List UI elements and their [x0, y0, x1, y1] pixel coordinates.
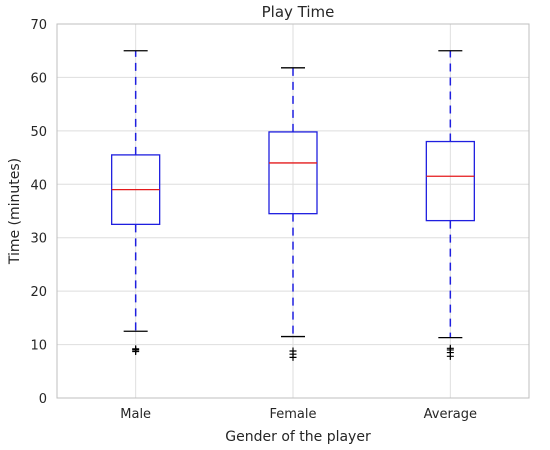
grid-lines [57, 23, 529, 399]
chart-title: Play Time [262, 3, 335, 21]
x-tick-label: Male [120, 407, 151, 422]
box-female [268, 67, 318, 361]
iqr-box [268, 131, 318, 215]
box-male [111, 50, 161, 356]
box-average [425, 50, 475, 360]
outlier-point [132, 345, 140, 353]
x-tick-label: Female [269, 407, 316, 422]
x-axis-ticks: Male Female Average [120, 407, 477, 422]
y-tick-label: 40 [30, 178, 47, 193]
y-axis-ticks: 0 10 20 30 40 50 60 70 [30, 18, 47, 407]
y-tick-label: 60 [30, 71, 47, 86]
plot-area [56, 23, 530, 399]
y-tick-label: 70 [30, 18, 47, 33]
x-axis-label: Gender of the player [225, 429, 371, 445]
y-tick-label: 20 [30, 285, 47, 300]
y-tick-label: 30 [30, 232, 47, 247]
boxes [111, 50, 475, 361]
iqr-box [425, 140, 475, 222]
x-tick-label: Average [424, 407, 477, 422]
y-tick-label: 50 [30, 125, 47, 140]
outlier-point [446, 344, 454, 352]
y-tick-label: 0 [39, 392, 47, 407]
y-axis-label: Time (minutes) [7, 158, 23, 265]
outlier-point [289, 347, 297, 355]
y-tick-label: 10 [30, 339, 47, 354]
